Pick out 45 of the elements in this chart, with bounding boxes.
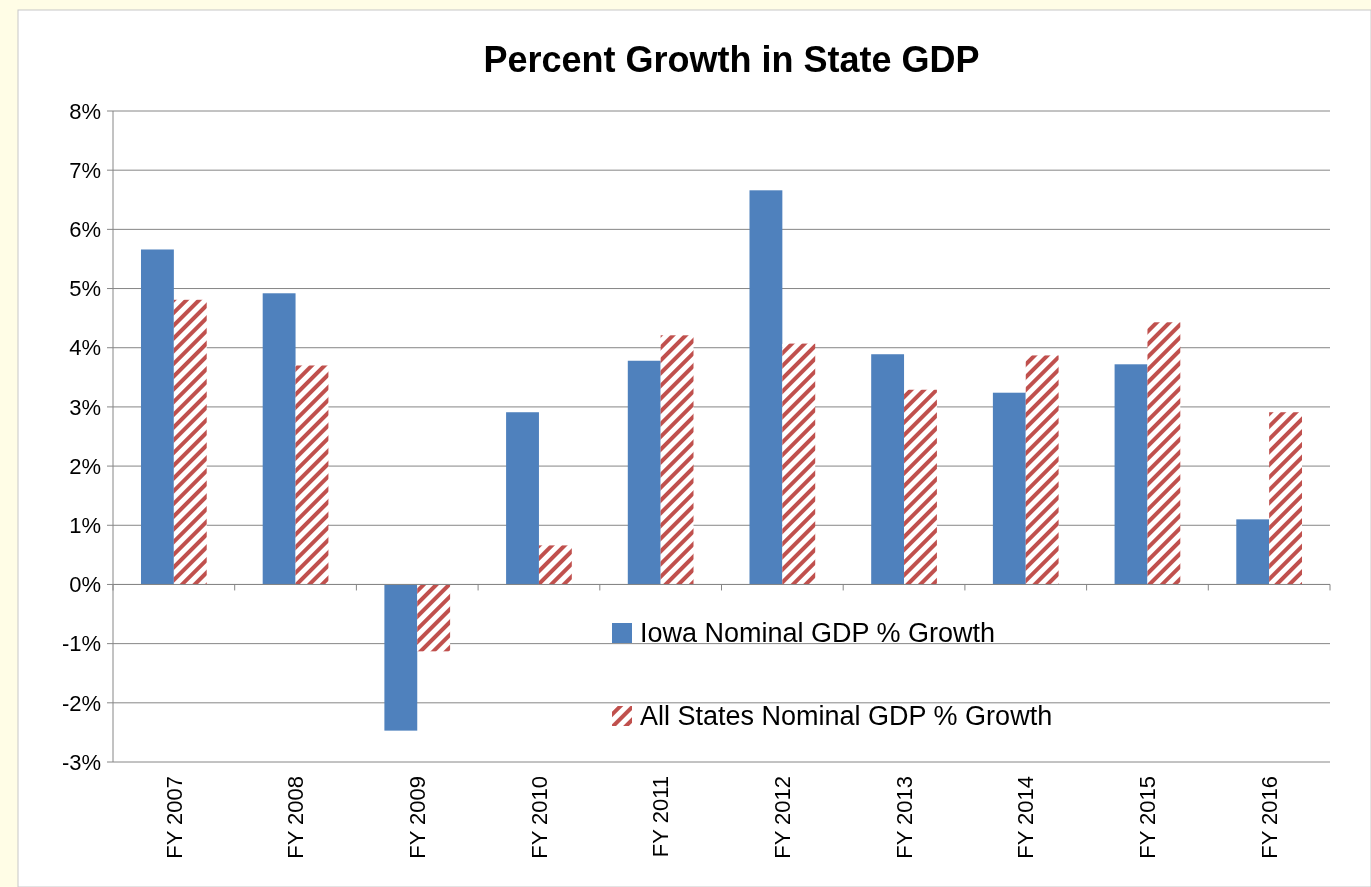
- x-tick-label: FY 2010: [526, 776, 552, 859]
- y-tick-label: -1%: [61, 631, 101, 657]
- bar: [1114, 364, 1148, 585]
- x-tick-label: FY 2008: [283, 776, 309, 859]
- y-tick-label: 2%: [69, 453, 101, 479]
- y-tick-label: 7%: [69, 157, 101, 183]
- y-tick-label: 8%: [69, 98, 101, 124]
- bar: [749, 190, 783, 585]
- legend-label: All States Nominal GDP % Growth: [640, 701, 1053, 732]
- bar: [506, 412, 539, 585]
- bar: [173, 299, 207, 585]
- bar: [904, 389, 937, 585]
- bar: [384, 584, 418, 731]
- bar: [660, 335, 694, 585]
- x-tick-label: FY 2012: [770, 776, 796, 859]
- bar: [1236, 519, 1270, 585]
- bar: [1147, 322, 1181, 585]
- bar: [295, 365, 329, 585]
- bar: [871, 354, 905, 585]
- bar: [992, 392, 1026, 585]
- x-tick-label: FY 2009: [404, 776, 430, 859]
- bar: [140, 249, 174, 585]
- bar: [1269, 412, 1303, 585]
- bar: [417, 584, 451, 652]
- legend-label: Iowa Nominal GDP % Growth: [640, 618, 996, 649]
- y-tick-label: -2%: [61, 690, 101, 716]
- y-tick-label: 1%: [69, 512, 101, 538]
- y-tick-label: 5%: [69, 276, 101, 302]
- y-tick-label: -3%: [61, 749, 101, 775]
- chart-title: Percent Growth in State GDP: [483, 39, 980, 80]
- y-tick-label: 3%: [69, 394, 101, 420]
- bar: [538, 545, 572, 585]
- y-tick-label: 6%: [69, 217, 101, 243]
- bar: [1025, 355, 1059, 585]
- x-tick-label: FY 2015: [1135, 776, 1161, 859]
- y-tick-label: 0%: [69, 572, 101, 598]
- bar: [262, 293, 296, 585]
- bar: [627, 360, 661, 585]
- x-tick-label: FY 2016: [1256, 776, 1282, 859]
- x-tick-label: FY 2007: [161, 776, 187, 859]
- x-tick-label: FY 2014: [1013, 776, 1039, 859]
- y-tick-label: 4%: [69, 335, 101, 361]
- x-tick-label: FY 2013: [891, 776, 917, 859]
- bar: [782, 343, 816, 585]
- x-tick-label: FY 2011: [648, 776, 674, 858]
